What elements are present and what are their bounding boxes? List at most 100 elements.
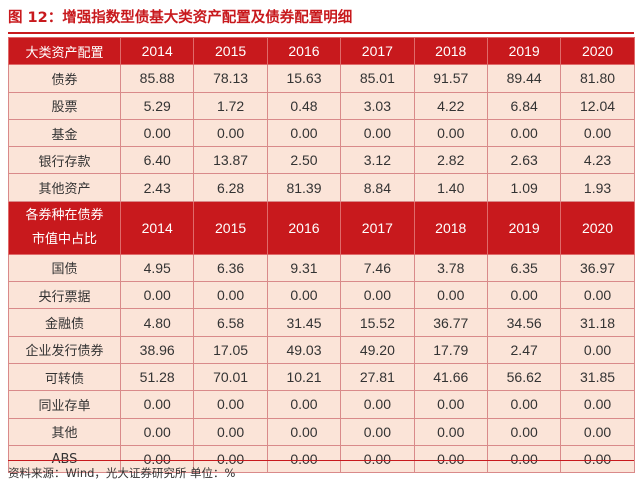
value-cell: 9.31 xyxy=(266,253,342,283)
value-cell: 17.05 xyxy=(193,335,268,364)
value-cell: 31.45 xyxy=(266,308,342,337)
value-cell: 8.84 xyxy=(340,173,415,202)
value-cell: 56.62 xyxy=(486,362,562,392)
value-cell: 0.00 xyxy=(486,281,562,310)
table1-year-header: 2020 xyxy=(560,36,635,66)
value-cell: 36.77 xyxy=(413,308,488,337)
value-cell: 7.46 xyxy=(340,253,415,283)
value-cell: 13.87 xyxy=(193,146,268,175)
value-cell: 27.81 xyxy=(340,362,415,392)
value-cell: 41.66 xyxy=(413,362,488,392)
value-cell: 78.13 xyxy=(193,64,268,93)
value-cell: 0.00 xyxy=(340,118,415,148)
value-cell: 6.40 xyxy=(119,146,195,175)
value-cell: 6.28 xyxy=(193,173,268,202)
value-cell: 0.00 xyxy=(266,444,342,474)
row-label: 国债 xyxy=(8,253,121,283)
table2-year-header: 2016 xyxy=(266,200,342,255)
value-cell: 3.03 xyxy=(340,91,415,120)
value-cell: 0.00 xyxy=(486,417,562,446)
table1-header-row: 大类资产配置 2014 2015 2016 2017 2018 2019 202… xyxy=(8,36,635,66)
table2-header-line1: 各券种在债券 xyxy=(25,207,104,223)
table2-year-header: 2014 xyxy=(119,200,195,255)
value-cell: 0.00 xyxy=(340,281,415,310)
row-label: 其他资产 xyxy=(8,173,121,202)
row-label: 其他 xyxy=(8,417,121,446)
value-cell: 51.28 xyxy=(119,362,195,392)
value-cell: 17.79 xyxy=(413,335,488,364)
value-cell: 0.00 xyxy=(193,281,268,310)
value-cell: 70.01 xyxy=(193,362,268,392)
value-cell: 81.39 xyxy=(266,173,342,202)
value-cell: 0.00 xyxy=(340,444,415,474)
table1-year-header: 2015 xyxy=(193,36,268,66)
value-cell: 0.00 xyxy=(119,417,195,446)
value-cell: 0.00 xyxy=(413,118,488,148)
value-cell: 10.21 xyxy=(266,362,342,392)
figure-title: 图 12：增强指数型债基大类资产配置及债券配置明细 xyxy=(8,10,353,26)
value-cell: 0.00 xyxy=(266,281,342,310)
table-row: 同业存单 0.00 0.00 0.00 0.00 0.00 0.00 0.00 xyxy=(8,390,635,419)
value-cell: 0.00 xyxy=(560,118,635,148)
asset-allocation-table: 大类资产配置 2014 2015 2016 2017 2018 2019 202… xyxy=(8,36,635,474)
table1-year-header: 2018 xyxy=(413,36,488,66)
value-cell: 4.95 xyxy=(119,253,195,283)
value-cell: 85.01 xyxy=(340,64,415,93)
value-cell: 0.00 xyxy=(486,444,562,474)
value-cell: 0.00 xyxy=(266,118,342,148)
source-divider xyxy=(8,460,634,461)
table2-year-header: 2020 xyxy=(560,200,635,255)
table1-year-header: 2014 xyxy=(119,36,195,66)
value-cell: 34.56 xyxy=(486,308,562,337)
value-cell: 15.52 xyxy=(340,308,415,337)
value-cell: 81.80 xyxy=(560,64,635,93)
row-label: 可转债 xyxy=(8,362,121,392)
value-cell: 5.29 xyxy=(119,91,195,120)
value-cell: 38.96 xyxy=(119,335,195,364)
value-cell: 2.63 xyxy=(486,146,562,175)
value-cell: 0.00 xyxy=(413,417,488,446)
table1-header-label: 大类资产配置 xyxy=(8,36,121,66)
title-divider xyxy=(8,32,634,34)
value-cell: 49.03 xyxy=(266,335,342,364)
value-cell: 6.58 xyxy=(193,308,268,337)
table-row: 债券 85.88 78.13 15.63 85.01 91.57 89.44 81.80 xyxy=(8,64,635,93)
value-cell: 6.36 xyxy=(193,253,268,283)
value-cell: 0.00 xyxy=(413,390,488,419)
table-row: 金融债 4.80 6.58 31.45 15.52 36.77 34.56 31.18 xyxy=(8,308,635,337)
value-cell: 0.00 xyxy=(266,417,342,446)
value-cell: 15.63 xyxy=(266,64,342,93)
value-cell: 0.00 xyxy=(560,281,635,310)
value-cell: 3.12 xyxy=(340,146,415,175)
value-cell: 0.00 xyxy=(340,390,415,419)
row-label: 债券 xyxy=(8,64,121,93)
value-cell: 4.22 xyxy=(413,91,488,120)
value-cell: 1.93 xyxy=(560,173,635,202)
value-cell: 0.00 xyxy=(193,444,268,474)
value-cell: 1.40 xyxy=(413,173,488,202)
value-cell: 0.00 xyxy=(119,118,195,148)
table-row: 企业发行债券 38.96 17.05 49.03 49.20 17.79 2.47 0.00 xyxy=(8,335,635,364)
table2-year-header: 2019 xyxy=(486,200,562,255)
table2-year-header: 2017 xyxy=(340,200,415,255)
value-cell: 0.00 xyxy=(193,390,268,419)
table2-header-line2: 市值中占比 xyxy=(31,231,97,247)
row-label: ABS xyxy=(8,444,121,474)
value-cell: 0.00 xyxy=(119,281,195,310)
table2-year-header: 2018 xyxy=(413,200,488,255)
table-row: 国债 4.95 6.36 9.31 7.46 3.78 6.35 36.97 xyxy=(8,253,635,283)
value-cell: 0.00 xyxy=(560,335,635,364)
value-cell: 0.00 xyxy=(413,444,488,474)
value-cell: 0.00 xyxy=(486,118,562,148)
value-cell: 31.18 xyxy=(560,308,635,337)
value-cell: 0.00 xyxy=(193,118,268,148)
row-label: 金融债 xyxy=(8,308,121,337)
table-row: 股票 5.29 1.72 0.48 3.03 4.22 6.84 12.04 xyxy=(8,91,635,120)
value-cell: 0.00 xyxy=(193,417,268,446)
table-row: 央行票据 0.00 0.00 0.00 0.00 0.00 0.00 0.00 xyxy=(8,281,635,310)
value-cell: 4.23 xyxy=(560,146,635,175)
row-label: 同业存单 xyxy=(8,390,121,419)
value-cell: 3.78 xyxy=(413,253,488,283)
value-cell: 0.00 xyxy=(119,444,195,474)
value-cell: 0.00 xyxy=(486,390,562,419)
